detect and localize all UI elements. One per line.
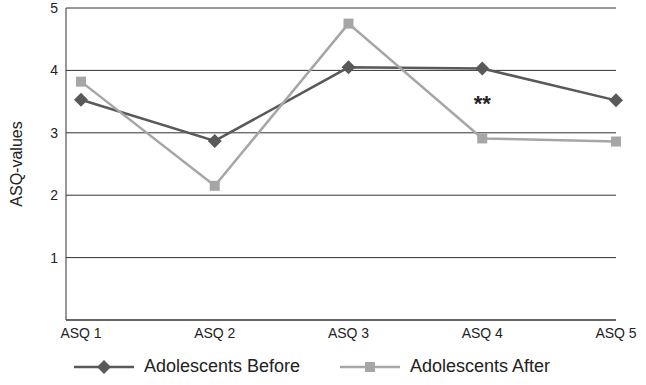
svg-text:ASQ 5: ASQ 5 bbox=[595, 325, 636, 341]
svg-text:4: 4 bbox=[50, 62, 58, 78]
svg-text:1: 1 bbox=[50, 250, 58, 266]
svg-text:ASQ 4: ASQ 4 bbox=[462, 325, 503, 341]
html-text:Adolescents After: Adolescents After bbox=[410, 356, 551, 376]
svg-text:3: 3 bbox=[50, 125, 58, 141]
svg-text:**: ** bbox=[474, 91, 492, 116]
svg-text:ASQ-values: ASQ-values bbox=[8, 121, 25, 206]
svg-text:5: 5 bbox=[50, 0, 58, 16]
svg-text:ASQ 3: ASQ 3 bbox=[328, 325, 369, 341]
html-text:Adolescents Before: Adolescents Before bbox=[143, 356, 300, 376]
svg-text:ASQ 2: ASQ 2 bbox=[194, 325, 235, 341]
svg-text:ASQ 1: ASQ 1 bbox=[60, 325, 101, 341]
svg-text:2: 2 bbox=[50, 187, 58, 203]
